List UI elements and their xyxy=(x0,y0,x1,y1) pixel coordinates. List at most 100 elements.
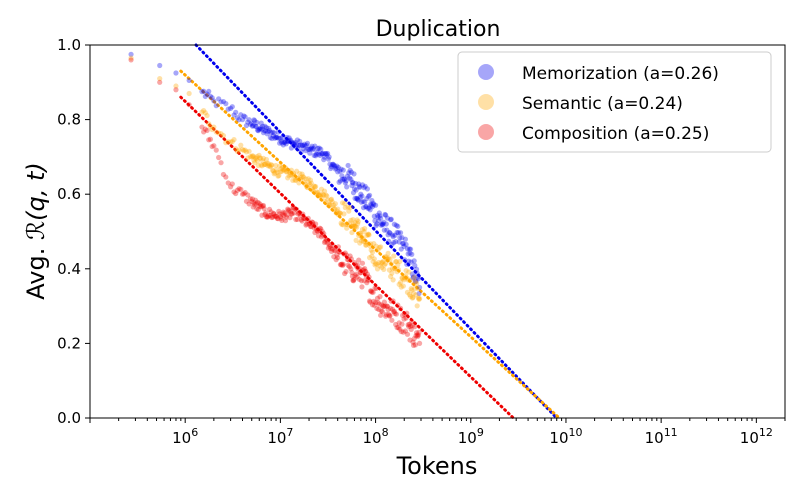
scatter-point xyxy=(337,262,344,268)
scatter-point xyxy=(355,196,361,202)
scatter-point xyxy=(407,293,414,299)
scatter-point xyxy=(396,320,402,326)
x-tick-base: 10 xyxy=(267,429,286,447)
scatter-points xyxy=(128,51,423,348)
scatter-point xyxy=(294,175,300,181)
scatter-point xyxy=(231,112,237,118)
scatter-point xyxy=(307,220,313,226)
scatter-point xyxy=(321,239,328,246)
scatter-point xyxy=(291,172,297,179)
scatter-point xyxy=(359,193,365,199)
scatter-point xyxy=(307,181,313,188)
scatter-point xyxy=(262,161,268,167)
scatter-point xyxy=(373,222,379,229)
scatter-point xyxy=(323,236,329,242)
scatter-point xyxy=(397,279,404,286)
scatter-point xyxy=(331,206,338,212)
scatter-point xyxy=(299,218,305,224)
legend-marker-composition xyxy=(478,124,494,140)
scatter-point xyxy=(254,119,260,126)
scatter-point xyxy=(306,146,312,153)
scatter-point xyxy=(370,258,376,265)
scatter-point xyxy=(405,277,411,283)
scatter-point xyxy=(263,210,269,216)
scatter-point xyxy=(261,128,267,134)
scatter-point xyxy=(318,192,324,198)
scatter-point xyxy=(356,257,362,263)
scatter-point xyxy=(282,218,289,224)
scatter-point xyxy=(256,152,262,158)
scatter-point xyxy=(297,176,304,182)
scatter-point xyxy=(352,220,358,226)
scatter-point xyxy=(328,248,335,255)
scatter-point xyxy=(302,181,308,187)
scatter-point xyxy=(404,275,410,281)
x-tick-exponent: 12 xyxy=(759,426,773,439)
scatter-point xyxy=(247,121,254,127)
scatter-point xyxy=(402,311,408,318)
scatter-point xyxy=(249,154,255,160)
scatter-point xyxy=(318,234,325,240)
scatter-point xyxy=(247,153,254,160)
scatter-point xyxy=(352,223,359,230)
scatter-point xyxy=(351,186,358,192)
scatter-point xyxy=(394,229,400,236)
scatter-point xyxy=(400,241,406,247)
scatter-point xyxy=(368,202,374,208)
fit-line-0 xyxy=(194,43,559,420)
scatter-point xyxy=(279,134,286,140)
scatter-point xyxy=(407,337,413,343)
scatter-point xyxy=(324,193,330,199)
scatter-point xyxy=(381,227,387,233)
scatter-point xyxy=(242,189,248,196)
scatter-point xyxy=(287,138,293,144)
scatter-point xyxy=(359,182,366,188)
scatter-point xyxy=(259,163,265,169)
scatter-point xyxy=(303,148,309,154)
scatter-point xyxy=(416,284,423,291)
scatter-point xyxy=(339,262,346,269)
scatter-point xyxy=(362,268,368,275)
scatter-point xyxy=(361,228,367,235)
scatter-point xyxy=(310,188,317,194)
scatter-point xyxy=(330,243,336,249)
scatter-point xyxy=(206,121,212,127)
scatter-point xyxy=(410,294,416,300)
scatter-point xyxy=(407,277,413,283)
scatter-point xyxy=(201,88,207,94)
scatter-point xyxy=(186,77,192,84)
y-axis-label: Avg. ℛ(q, t) xyxy=(22,162,50,300)
scatter-point xyxy=(407,323,414,329)
scatter-point xyxy=(408,326,414,333)
scatter-point xyxy=(387,313,393,319)
scatter-point xyxy=(313,191,319,197)
scatter-point xyxy=(290,205,297,211)
scatter-point xyxy=(378,244,384,250)
scatter-point xyxy=(400,329,406,335)
scatter-point xyxy=(268,162,274,168)
scatter-point xyxy=(346,257,352,263)
scatter-point xyxy=(301,174,307,180)
scatter-point xyxy=(260,123,266,129)
legend-marker-semantic xyxy=(478,94,494,110)
scatter-point xyxy=(330,204,336,211)
scatter-point xyxy=(307,150,313,156)
scatter-point xyxy=(266,163,273,169)
scatter-point xyxy=(199,124,205,130)
scatter-point xyxy=(324,152,330,158)
scatter-point xyxy=(349,273,356,279)
scatter-point xyxy=(254,199,261,205)
scatter-point xyxy=(293,216,299,223)
scatter-point xyxy=(255,206,261,212)
scatter-point xyxy=(225,180,231,186)
scatter-point xyxy=(199,89,205,95)
scatter-point xyxy=(225,139,231,145)
scatter-point xyxy=(386,255,392,261)
scatter-point xyxy=(361,185,367,191)
scatter-point xyxy=(353,237,359,243)
scatter-point xyxy=(239,191,246,197)
scatter-point xyxy=(202,110,208,116)
scatter-point xyxy=(410,290,417,296)
scatter-point xyxy=(342,250,348,256)
scatter-point xyxy=(213,147,219,153)
